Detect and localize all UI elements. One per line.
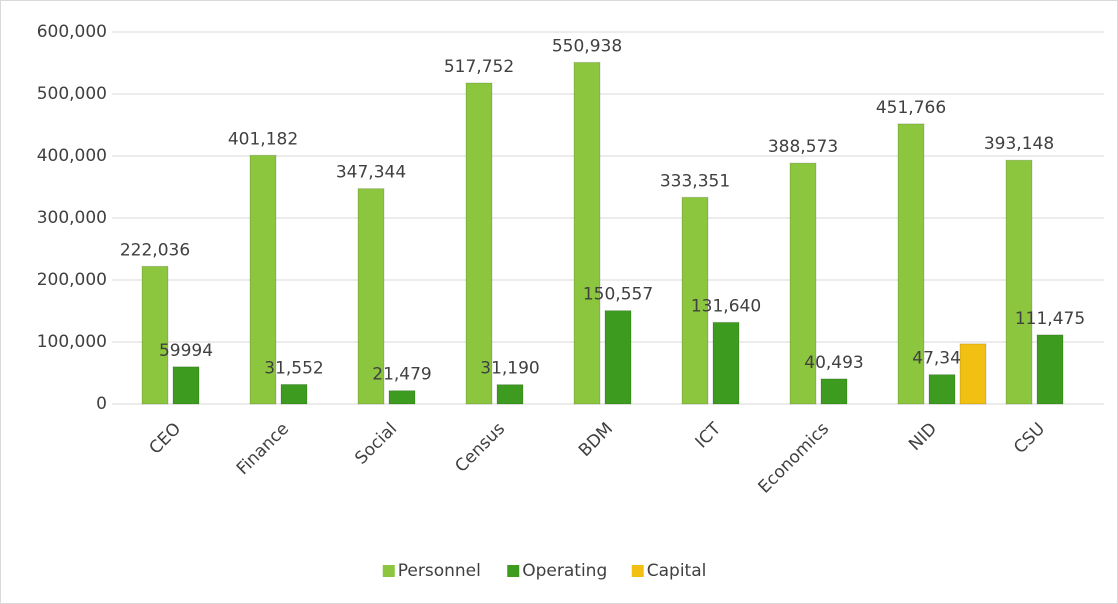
y-tick-label: 300,000 — [37, 208, 107, 228]
bar — [573, 61, 601, 405]
data-label: 31,552 — [264, 358, 323, 378]
bar — [681, 196, 709, 405]
data-label: 111,475 — [1015, 309, 1085, 329]
legend-swatch — [631, 565, 644, 577]
bar — [496, 384, 524, 405]
bar — [712, 321, 740, 405]
data-label: 517,752 — [444, 57, 514, 77]
y-tick-label: 0 — [96, 394, 107, 414]
data-label: 393,148 — [984, 134, 1054, 154]
y-tick-label: 400,000 — [37, 146, 107, 166]
legend-label: Operating — [522, 561, 607, 581]
bar — [172, 366, 200, 405]
bar — [897, 123, 925, 405]
data-label: 333,351 — [660, 171, 730, 191]
data-label: 550,938 — [552, 36, 622, 56]
bar — [280, 383, 308, 405]
legend-label: Personnel — [398, 561, 481, 581]
bar — [141, 265, 169, 405]
bar — [388, 390, 416, 405]
data-label: 388,573 — [768, 137, 838, 157]
y-tick-label: 500,000 — [37, 84, 107, 104]
data-label: 150,557 — [583, 285, 653, 305]
y-tick-label: 200,000 — [37, 270, 107, 290]
bar — [820, 378, 848, 405]
bar — [928, 374, 956, 405]
bar — [789, 162, 817, 405]
data-label: 21,479 — [372, 365, 431, 385]
data-label: 401,182 — [228, 129, 298, 149]
bar — [249, 154, 277, 405]
data-label: 47,340 — [912, 349, 971, 369]
data-label: 31,190 — [480, 359, 539, 379]
y-tick-label: 100,000 — [37, 332, 107, 352]
data-label: 222,036 — [120, 240, 190, 260]
bar — [959, 343, 987, 405]
bar — [604, 310, 632, 405]
data-label: 40,493 — [804, 353, 863, 373]
bar — [1036, 334, 1064, 405]
data-label: 59994 — [159, 341, 213, 361]
legend-swatch — [382, 565, 395, 577]
data-label: 347,344 — [336, 163, 406, 183]
legend-swatch — [507, 565, 520, 577]
bar — [465, 82, 493, 405]
data-label: 131,640 — [691, 296, 761, 316]
data-label: 451,766 — [876, 98, 946, 118]
legend-label: Capital — [647, 561, 707, 581]
y-tick-label: 600,000 — [37, 22, 107, 42]
bar — [357, 188, 385, 405]
bar — [1005, 159, 1033, 405]
